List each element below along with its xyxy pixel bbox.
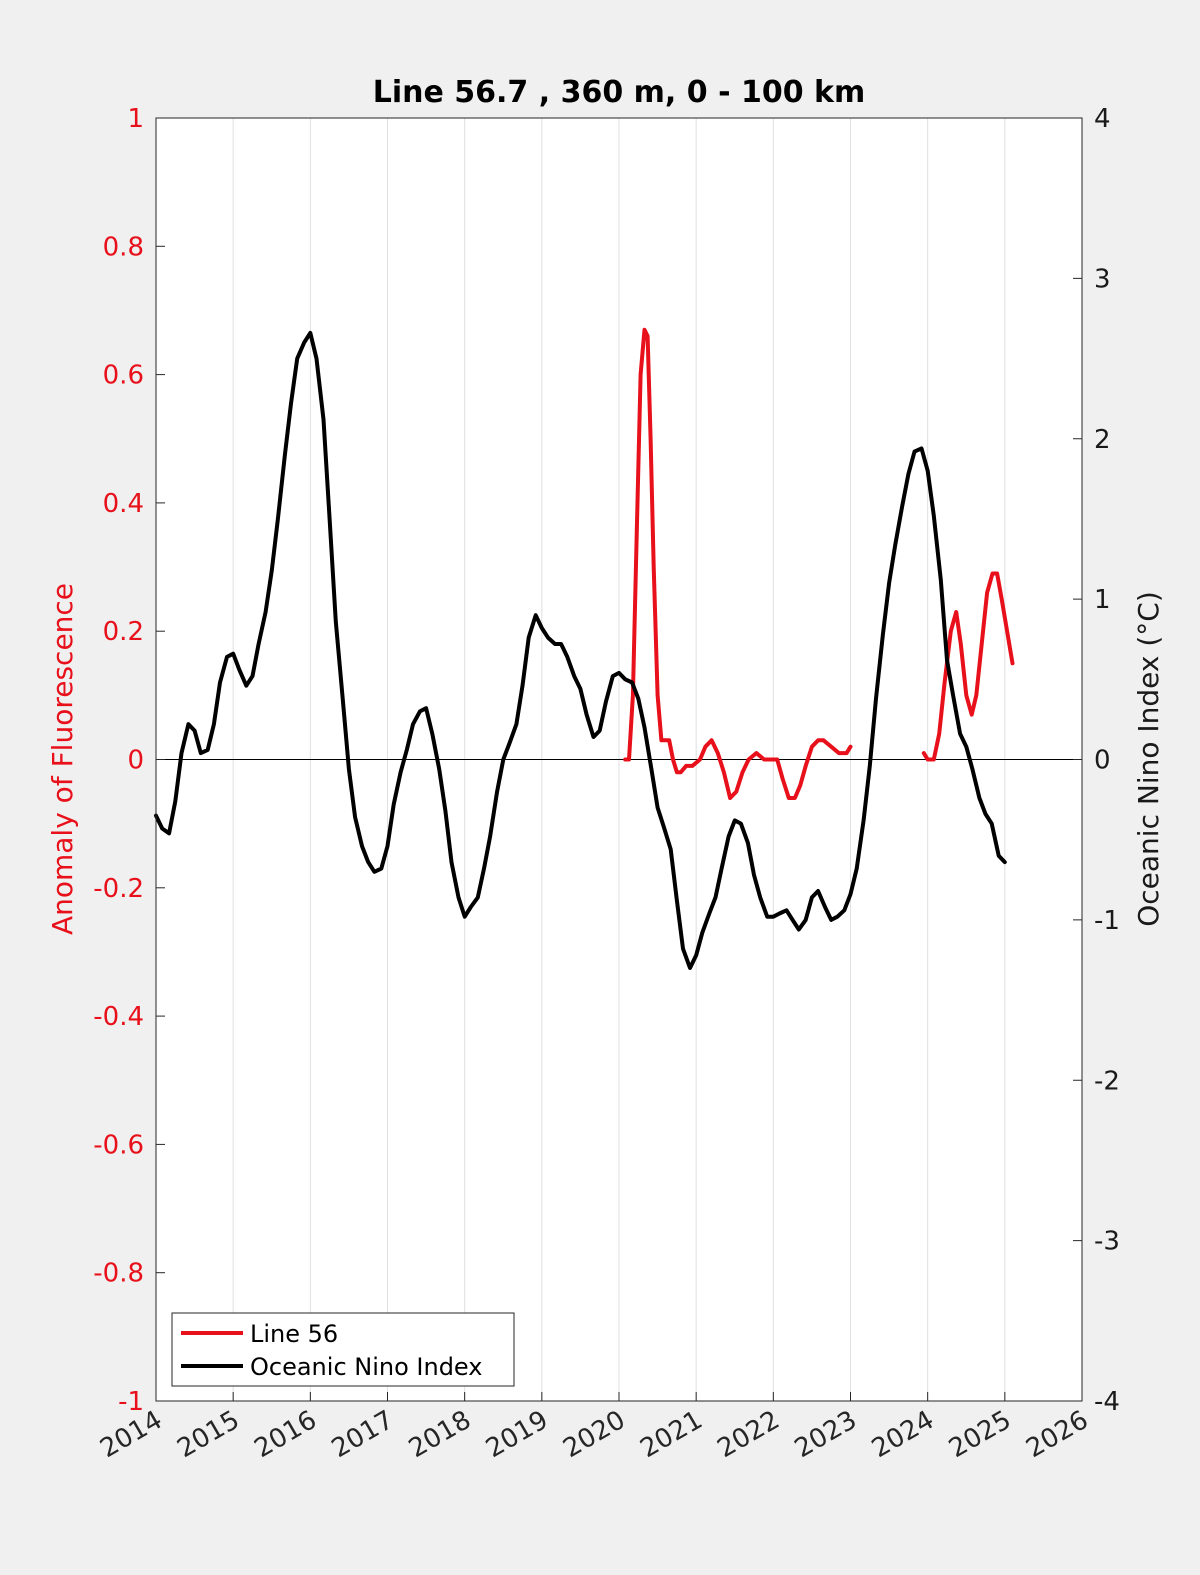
y-axis-right-label: Oceanic Nino Index (°C) bbox=[1132, 591, 1165, 927]
y-left-tick-label-0-6: 0.6 bbox=[103, 361, 144, 391]
y-left-tick-label-0: 0 bbox=[127, 746, 144, 776]
legend-label-oceanic-nino-index: Oceanic Nino Index bbox=[250, 1353, 482, 1381]
y-axis-left-label: Anomaly of Fluorescence bbox=[46, 583, 79, 935]
legend: Line 56 Oceanic Nino Index bbox=[171, 1312, 515, 1387]
legend-label-line-56: Line 56 bbox=[250, 1320, 338, 1348]
y-right-tick-label-1: -1 bbox=[1094, 906, 1120, 936]
y-axis-left: -1 -0.8 -0.6 -0.4 -0.2 0 0.2 0.4 0.6 0.8 1 bbox=[93, 104, 165, 1417]
y-left-tick-label-1: -1 bbox=[118, 1387, 144, 1417]
series-lines bbox=[154, 327, 1015, 970]
y-right-tick-label-2: -2 bbox=[1094, 1066, 1120, 1096]
y-left-tick-label-0-8: 0.8 bbox=[103, 232, 144, 262]
y-right-tick-label-1: 1 bbox=[1094, 585, 1111, 615]
y-left-tick-label-0-6: -0.6 bbox=[93, 1130, 144, 1160]
series-line-line-56-segment-2 bbox=[921, 571, 1015, 762]
y-left-tick-label-1: 1 bbox=[127, 104, 144, 134]
y-right-tick-label-3: 3 bbox=[1094, 264, 1111, 294]
y-right-tick-label-4: 4 bbox=[1094, 104, 1111, 134]
legend-box bbox=[171, 1312, 515, 1387]
chart-title: Line 56.7 , 360 m, 0 - 100 km bbox=[373, 75, 866, 110]
y-axis-right: -4 -3 -2 -1 0 1 2 3 4 bbox=[1073, 104, 1120, 1417]
y-left-tick-label-0-2: -0.2 bbox=[93, 874, 144, 904]
series-line-line-56-segment-1 bbox=[623, 327, 853, 800]
y-right-tick-label-4: -4 bbox=[1094, 1387, 1120, 1417]
y-right-tick-label-3: -3 bbox=[1094, 1227, 1120, 1257]
y-left-tick-label-0-4: 0.4 bbox=[103, 489, 144, 519]
y-right-tick-label-0: 0 bbox=[1094, 746, 1111, 776]
y-left-tick-label-0-8: -0.8 bbox=[93, 1259, 144, 1289]
y-left-tick-label-0-4: -0.4 bbox=[93, 1002, 144, 1032]
series-line-oceanic-nino-index-segment-1 bbox=[154, 330, 1007, 970]
y-right-tick-label-2: 2 bbox=[1094, 425, 1111, 455]
y-left-tick-label-0-2: 0.2 bbox=[103, 617, 144, 647]
